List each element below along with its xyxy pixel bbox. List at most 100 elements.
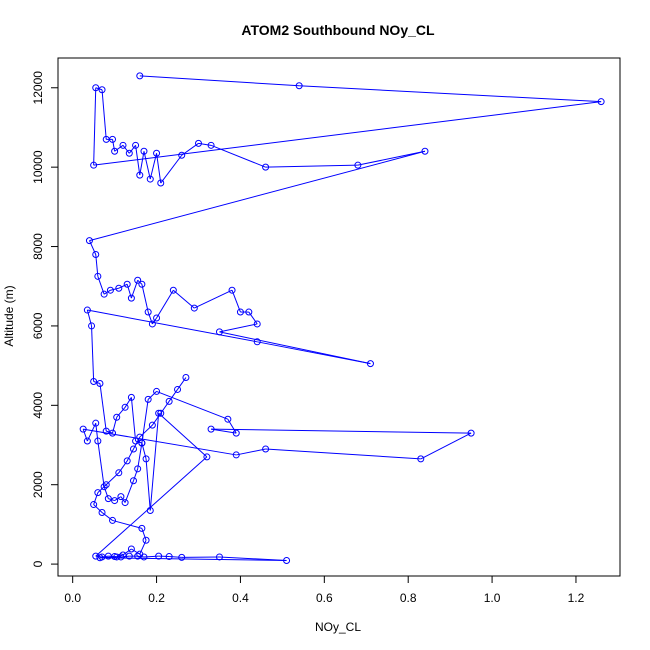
- series-line-segment: [141, 528, 147, 541]
- series-line-segment: [194, 289, 233, 309]
- series-line-segment: [88, 240, 97, 255]
- series-line-segment: [169, 556, 182, 558]
- data-point: [90, 501, 98, 509]
- series-line-segment: [149, 413, 160, 511]
- y-axis-label: Altitude (m): [2, 285, 16, 346]
- series-line-segment: [135, 145, 141, 176]
- data-point: [83, 306, 91, 314]
- data-point: [148, 320, 156, 328]
- data-point: [85, 237, 93, 245]
- series-line-segment: [173, 289, 195, 309]
- y-tick-label: 12000: [31, 71, 45, 105]
- series-line-segment: [156, 289, 174, 319]
- series-line-segment: [120, 555, 130, 558]
- data-point: [134, 276, 142, 284]
- data-point: [88, 322, 96, 330]
- series-line-segment: [116, 406, 126, 418]
- data-point: [96, 554, 104, 562]
- data-point: [117, 553, 125, 561]
- data-point: [195, 139, 202, 147]
- data-point: [94, 489, 102, 497]
- series-line-segment: [110, 287, 119, 291]
- data-point: [83, 437, 91, 445]
- series-line-segment: [149, 153, 158, 180]
- data-point: [92, 419, 100, 427]
- series-line-segment: [147, 391, 157, 400]
- series-line-segment: [93, 504, 103, 513]
- series-line-segment: [198, 142, 212, 146]
- data-point: [138, 439, 146, 447]
- series-line-segment: [118, 460, 128, 474]
- data-point: [224, 415, 232, 423]
- data-point: [148, 421, 156, 429]
- data-point: [142, 455, 150, 463]
- data-point: [144, 308, 152, 316]
- data-point: [153, 387, 161, 395]
- series-line-segment: [126, 448, 134, 462]
- series-line-segment: [112, 519, 143, 529]
- y-axis: 0 2000 4000 6000 8000 10000 12000: [31, 71, 59, 567]
- data-point: [354, 161, 362, 169]
- x-tick-label: 0.0: [64, 591, 81, 605]
- series-line-segment: [122, 548, 132, 556]
- series-line-segment: [151, 412, 162, 426]
- data-point: [127, 294, 135, 302]
- series-line-segment: [118, 283, 128, 289]
- data-point: [253, 338, 261, 346]
- data-point: [125, 149, 133, 157]
- data-point: [111, 497, 119, 505]
- series-line-segment: [133, 468, 139, 481]
- data-point: [102, 427, 110, 435]
- data-point: [295, 82, 303, 90]
- series-line-segment: [128, 145, 136, 154]
- data-point: [104, 495, 112, 503]
- data-point: [79, 425, 87, 433]
- data-point: [113, 413, 121, 421]
- data-point: [155, 552, 163, 560]
- series-line-segment: [168, 389, 178, 402]
- data-point: [157, 409, 165, 417]
- data-point: [136, 171, 144, 179]
- series-line-segment: [95, 254, 99, 277]
- data-point: [106, 286, 114, 294]
- data-point: [232, 429, 240, 437]
- data-point: [215, 553, 223, 561]
- data-point: [597, 98, 605, 106]
- data-point: [253, 320, 261, 328]
- data-point: [90, 161, 98, 169]
- data-point: [92, 250, 100, 258]
- plot-frame: [57, 57, 621, 577]
- data-point: [94, 272, 102, 280]
- series-line-segment: [420, 432, 472, 460]
- series-line-segment: [133, 436, 141, 450]
- data-point: [215, 328, 223, 336]
- data-point: [236, 308, 244, 316]
- series-line-segment: [114, 144, 124, 152]
- y-tick-label: 0: [31, 560, 45, 567]
- data-point: [123, 457, 131, 465]
- series-line-segment: [99, 383, 107, 432]
- series-line-segment: [236, 448, 266, 456]
- x-tick-label: 0.2: [148, 591, 165, 605]
- data-point: [94, 437, 102, 445]
- data-point: [190, 304, 198, 312]
- data-point: [119, 551, 127, 559]
- series-line-segment: [210, 144, 266, 168]
- series-line-segment: [87, 309, 258, 343]
- data-point: [417, 455, 425, 463]
- y-tick-label: 6000: [31, 312, 45, 339]
- series-line-segment: [141, 284, 149, 313]
- data-point: [155, 409, 163, 417]
- y-tick-label: 10000: [31, 150, 45, 184]
- series-line-segment: [156, 390, 229, 420]
- data-point: [138, 280, 146, 288]
- series-line-segment: [122, 145, 130, 154]
- data-point: [100, 290, 108, 298]
- series-line-segment: [145, 458, 151, 511]
- series-line-segment: [112, 139, 116, 152]
- series-line-segment: [143, 555, 159, 558]
- series-line-segment: [211, 428, 237, 434]
- series-line-segment: [248, 311, 258, 325]
- series-line-segment: [139, 540, 147, 555]
- data-point: [228, 286, 236, 294]
